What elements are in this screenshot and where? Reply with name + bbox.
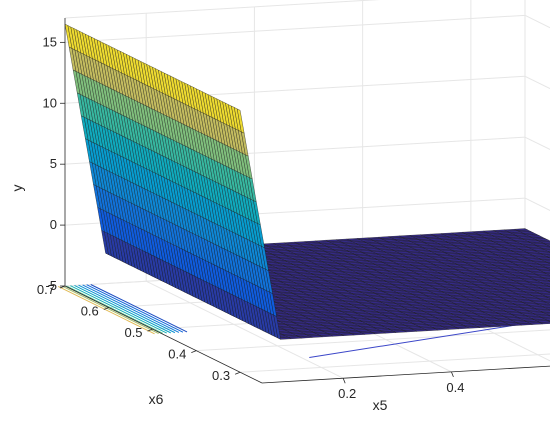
x-tick-label: 0.2 [338,386,356,401]
y-tick-mark [191,350,197,354]
grid-line [64,0,381,19]
surface-patch [236,108,245,134]
y-axis-label: x6 [149,391,164,407]
y-tick-mark [234,371,241,375]
floor-contour-line [66,285,163,334]
floor-contour-line [86,284,184,333]
y-tick-mark [147,328,153,332]
y-axis-line [64,285,263,384]
grid-line [240,353,550,373]
grid-line [196,329,550,352]
z-tick-label: 5 [50,156,57,171]
y-tick-label: 0.6 [81,304,99,319]
x-axis-label: x5 [373,397,388,413]
y-tick-mark [59,285,66,289]
y-tick-label: 0.3 [212,368,230,383]
z-axis-label: y [9,185,25,192]
y-tick-label: 0.4 [168,347,186,362]
x-tick-mark [342,378,346,384]
y-tick-label: 0.5 [124,325,142,340]
y-tick-mark [103,307,109,310]
x-tick-label: 0.4 [446,380,464,395]
axis-layer [64,18,550,384]
x-tick-mark [451,371,454,378]
z-tick-label: 15 [43,34,57,49]
grid-line [64,14,526,43]
x-axis-line [261,365,550,384]
z-tick-label: 10 [43,95,57,110]
y-tick-label: 0.7 [37,282,55,297]
grid-line [145,280,344,379]
grid-line [524,75,550,90]
grid-line [524,14,550,29]
floor-contour-line [58,285,155,335]
surface-layer [64,23,550,340]
grid-line [524,136,550,151]
floor-contour-line [90,284,188,333]
floor-contour-line [62,285,159,335]
z-tick-label: -5 [45,278,57,293]
floor-contour-line [82,284,180,333]
z-tick-label: 0 [50,217,57,232]
floor-contour-line [74,284,172,334]
floor-contour-line [70,285,167,334]
floor-contour-line [78,284,176,334]
floor-contour-layer [58,284,550,358]
